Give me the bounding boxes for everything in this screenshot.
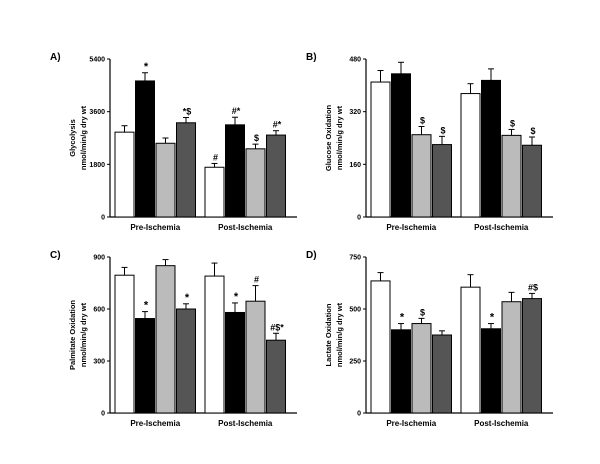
- chart1-category-label: Post-Ischemia: [474, 223, 529, 232]
- chart0-y-tick-label: 0: [101, 215, 105, 222]
- chart0-significance-marker: *$: [183, 107, 192, 117]
- chart3-bar: [522, 298, 542, 414]
- chart1-bar: [391, 73, 411, 218]
- chart3-y-axis-units: nmol/min/g dry wt: [335, 302, 344, 367]
- chart3-significance-marker: #$: [528, 282, 538, 292]
- chart0-y-axis-units: nmol/min/g dry wt: [79, 105, 88, 170]
- chart1-significance-marker: $: [440, 125, 445, 135]
- chart1-bar: [370, 81, 391, 218]
- chart2-y-axis-units: nmol/min/g dry wt: [79, 302, 88, 367]
- chart0-bar: [176, 122, 196, 218]
- chart2-y-tick-label: 0: [101, 411, 105, 418]
- chart2-significance-marker: *: [144, 300, 149, 312]
- chart1-y-axis-units: nmol/min/g dry wt: [335, 105, 344, 170]
- chart3-bar: [501, 301, 522, 414]
- chart3-category-label: Post-Ischemia: [474, 419, 529, 428]
- chart1-bar: [432, 144, 452, 218]
- chart3-y-tick-label: 750: [349, 255, 361, 262]
- chart0-significance-marker: *: [144, 61, 149, 73]
- chart0-category-label: Post-Ischemia: [218, 223, 273, 232]
- chart2-significance-marker: #$*: [270, 322, 284, 332]
- chart0-y-tick-label: 1800: [89, 162, 105, 169]
- chart3-significance-marker: $: [420, 307, 425, 317]
- chart0-y-axis-title: Glycolysis: [68, 119, 77, 157]
- chart0-category-label: Pre-Ischemia: [130, 223, 180, 232]
- chart0-panel-label: A): [50, 52, 61, 63]
- chart3-bar: [370, 280, 391, 414]
- chart0-bar: [155, 142, 176, 218]
- chart0-bar: [266, 134, 286, 218]
- chart3-bar: [481, 328, 501, 414]
- chart3-significance-marker: *: [400, 312, 405, 324]
- chart1-bar: [481, 79, 501, 218]
- chart1-y-axis-title: Glucose Oxidation: [324, 104, 333, 171]
- chart3-y-axis-title: Lactate Oxidation: [324, 303, 333, 366]
- chart2-bar: [155, 265, 176, 414]
- chart0-significance-marker: $: [254, 133, 259, 143]
- chart2-bar: [245, 300, 266, 414]
- chart0-y-tick-label: 5400: [89, 57, 105, 64]
- chart2-y-axis-title: Palmitate Oxidation: [68, 300, 77, 370]
- chart2-y-tick-label: 300: [93, 359, 105, 366]
- chart2-panel-label: C): [50, 250, 61, 261]
- chart1-category-label: Pre-Ischemia: [386, 223, 436, 232]
- chart3-bar: [460, 286, 481, 414]
- chart0-bar: [245, 148, 266, 218]
- chart1-y-tick-label: 480: [349, 57, 361, 64]
- chart0-significance-marker: #: [213, 152, 218, 162]
- chart0-bar: [204, 166, 225, 218]
- chart1-bar: [460, 93, 481, 218]
- chart1-significance-marker: $: [510, 118, 515, 128]
- chart2-significance-marker: #: [254, 275, 259, 285]
- chart0-y-tick-label: 3600: [89, 109, 105, 116]
- chart1-y-tick-label: 320: [349, 109, 361, 116]
- chart3-panel-label: D): [306, 250, 317, 261]
- chart2-y-tick-label: 600: [93, 307, 105, 314]
- chart2-bar: [225, 311, 245, 414]
- chart3-bar: [432, 334, 452, 414]
- chart1-bar: [501, 134, 522, 218]
- chart3-bar: [391, 329, 411, 414]
- chart2-bar: [204, 275, 225, 414]
- chart2-bar: [135, 318, 155, 414]
- chart2-category-label: Pre-Ischemia: [130, 419, 180, 428]
- chart2-bar: [176, 308, 196, 414]
- chart0-significance-marker: #*: [273, 120, 282, 130]
- chart0-bar: [135, 80, 155, 218]
- chart0-bar: [225, 124, 245, 218]
- chart0-bar: [114, 131, 135, 218]
- chart2-bar: [266, 339, 286, 414]
- chart2-category-label: Post-Ischemia: [218, 419, 273, 428]
- chart1-significance-marker: $: [420, 115, 425, 125]
- chart1-y-tick-label: 0: [357, 215, 361, 222]
- chart1-bar: [411, 134, 432, 218]
- chart2-significance-marker: *: [234, 291, 239, 303]
- chart3-bar: [411, 323, 432, 414]
- chart1-bar: [522, 144, 542, 218]
- chart2-significance-marker: *: [185, 292, 190, 304]
- chart3-significance-marker: *: [490, 312, 495, 324]
- chart3-y-tick-label: 250: [349, 359, 361, 366]
- chart3-y-tick-label: 0: [357, 411, 361, 418]
- chart2-y-tick-label: 900: [93, 255, 105, 262]
- chart0-significance-marker: #*: [232, 106, 241, 116]
- chart1-panel-label: B): [306, 52, 317, 63]
- chart1-y-tick-label: 160: [349, 162, 361, 169]
- chart1-significance-marker: $: [530, 126, 535, 136]
- chart2-bar: [114, 274, 135, 414]
- chart3-category-label: Pre-Ischemia: [386, 419, 436, 428]
- chart3-y-tick-label: 500: [349, 307, 361, 314]
